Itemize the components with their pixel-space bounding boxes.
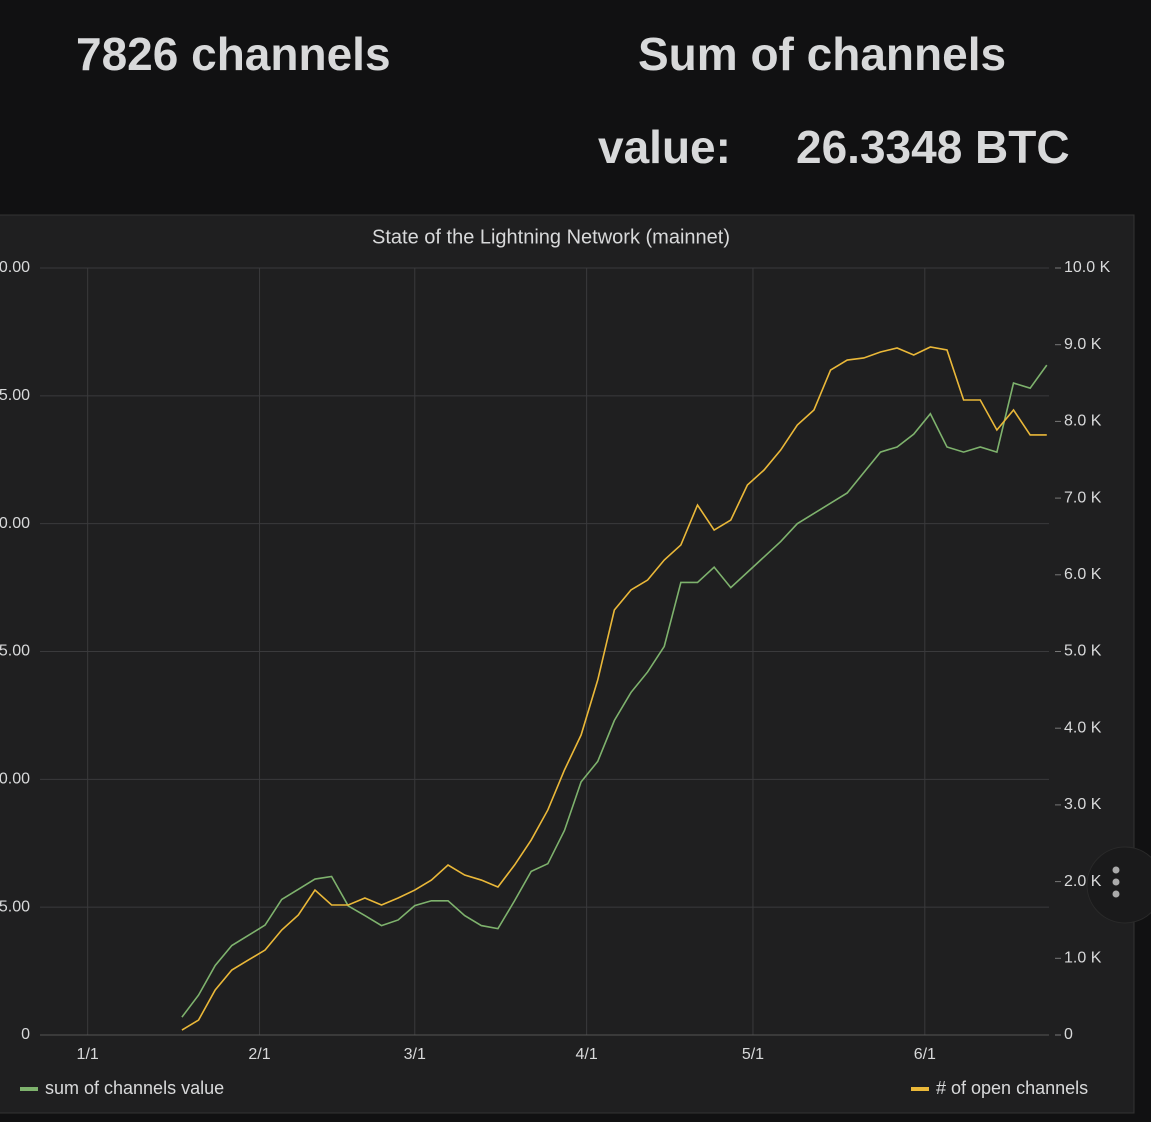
y2-tick-label: 9.0 K xyxy=(1064,336,1102,353)
y2-tick-label: 3.0 K xyxy=(1064,796,1102,813)
y-tick-label: 0 xyxy=(21,1026,30,1043)
series-line xyxy=(181,346,1047,1031)
sum-label: Sum of channels value: xyxy=(598,28,1007,173)
y2-tick-label: 5.0 K xyxy=(1064,643,1102,660)
y-tick-label: 30.00 xyxy=(0,259,30,276)
x-tick-label: 2/1 xyxy=(248,1046,270,1063)
y-tick-label: 25.00 xyxy=(0,387,30,404)
x-tick-label: 1/1 xyxy=(77,1046,99,1063)
series-line xyxy=(181,364,1048,1018)
x-tick-label: 4/1 xyxy=(576,1046,598,1063)
chart-title: State of the Lightning Network (mainnet) xyxy=(372,226,730,248)
x-tick-label: 6/1 xyxy=(914,1046,936,1063)
y-tick-label: 20.00 xyxy=(0,515,30,532)
y-tick-label: 5.00 xyxy=(0,898,30,915)
y2-tick-label: 2.0 K xyxy=(1064,873,1102,890)
y-tick-label: 10.00 xyxy=(0,771,30,788)
legend-swatch xyxy=(911,1087,929,1091)
y2-tick-label: 4.0 K xyxy=(1064,719,1102,736)
y-tick-label: 15.00 xyxy=(0,643,30,660)
legend-swatch xyxy=(20,1087,38,1091)
panel xyxy=(0,214,1135,1114)
legend-label: # of open channels xyxy=(936,1078,1088,1098)
y2-tick-label: 1.0 K xyxy=(1064,950,1102,967)
y2-tick-label: 8.0 K xyxy=(1064,413,1102,430)
y2-tick-label: 10.0 K xyxy=(1064,259,1111,276)
y2-tick-label: 7.0 K xyxy=(1064,489,1102,506)
channel-count: 7826 channels xyxy=(76,28,391,80)
y2-tick-label: 6.0 K xyxy=(1064,566,1102,583)
y2-tick-label: 0 xyxy=(1064,1026,1073,1043)
x-tick-label: 5/1 xyxy=(742,1046,764,1063)
legend-label: sum of channels value xyxy=(45,1078,224,1098)
x-tick-label: 3/1 xyxy=(404,1046,426,1063)
menu-button[interactable] xyxy=(1086,846,1151,924)
sum-value: 26.3348 BTC xyxy=(796,121,1070,173)
